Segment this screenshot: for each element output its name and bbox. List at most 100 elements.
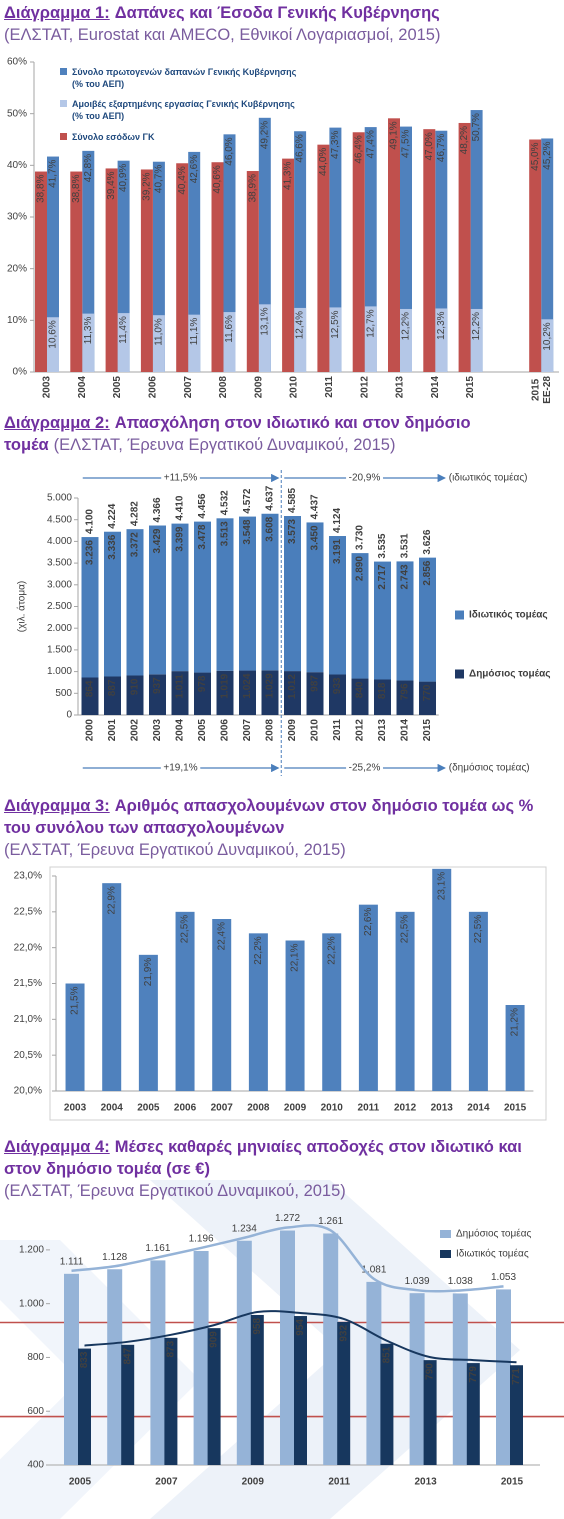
x-tick-label: 2011 bbox=[328, 1477, 350, 1488]
value-label: 790 bbox=[425, 1363, 436, 1380]
x-tick-label: 2006 bbox=[148, 376, 159, 399]
bar-segment bbox=[419, 557, 436, 682]
value-label: 47,0% bbox=[424, 132, 435, 160]
bar bbox=[211, 162, 224, 372]
value-label: 46,7% bbox=[436, 134, 447, 162]
value-label: 3.608 bbox=[265, 516, 276, 541]
x-tick-label: 2003 bbox=[64, 1103, 87, 1114]
bar-segment bbox=[284, 671, 301, 715]
x-tick-label: 2015 bbox=[465, 376, 476, 399]
bar bbox=[435, 308, 448, 372]
bar bbox=[358, 904, 378, 1091]
bar bbox=[102, 883, 122, 1091]
chart-label: Διάγραμμα 4: bbox=[4, 1138, 110, 1156]
bar-segment bbox=[396, 561, 414, 681]
value-label: 47,3% bbox=[330, 131, 341, 159]
value-label: 1.039 bbox=[405, 1276, 430, 1287]
x-tick-label: 2005 bbox=[69, 1477, 92, 1488]
x-tick-label: 2007 bbox=[183, 376, 194, 399]
y-tick-label: 10% bbox=[7, 315, 27, 326]
x-tick-label: 2004 bbox=[77, 376, 88, 399]
value-label: 40,7% bbox=[154, 165, 165, 193]
bar-segment bbox=[419, 681, 436, 715]
bar bbox=[496, 1289, 511, 1465]
bar bbox=[432, 868, 452, 1091]
bar bbox=[246, 171, 259, 372]
value-label: 796 bbox=[400, 683, 411, 700]
total-label: 4.637 bbox=[265, 485, 276, 510]
bar-segment bbox=[261, 670, 279, 715]
bar bbox=[282, 158, 295, 372]
value-label: 3.236 bbox=[85, 540, 96, 565]
x-tick-label: 2005 bbox=[197, 719, 208, 742]
bar-segment bbox=[374, 679, 391, 715]
bar bbox=[466, 1363, 480, 1465]
value-label: 12,2% bbox=[471, 312, 482, 340]
y-tick-label: 800 bbox=[27, 1352, 44, 1363]
annotation: (ιδιωτικός τομέας) bbox=[449, 472, 528, 484]
value-label: 46,4% bbox=[353, 135, 364, 163]
bar bbox=[138, 954, 158, 1091]
bar-segment bbox=[351, 553, 369, 679]
value-label: 1.111 bbox=[60, 1256, 84, 1267]
value-label: 833 bbox=[79, 1351, 90, 1368]
value-label: 779 bbox=[468, 1366, 479, 1383]
value-label: 873 bbox=[166, 1340, 177, 1357]
bar bbox=[452, 1293, 468, 1465]
bar bbox=[164, 1337, 178, 1465]
value-label: 38,8% bbox=[36, 174, 47, 202]
y-tick-label: 4.500 bbox=[47, 514, 72, 525]
chart: 400 600 800 1.000 1.200 2005 1.111 833 1.128 847 2… bbox=[0, 1213, 564, 1488]
y-tick-label: 21,0% bbox=[14, 1014, 42, 1025]
value-label: 12,2% bbox=[401, 312, 412, 340]
bar-segment bbox=[149, 525, 166, 675]
legend-item: Σύνολο εσόδων ΓΚ bbox=[60, 131, 300, 157]
y-tick-label: 0 bbox=[66, 710, 72, 721]
bar bbox=[400, 308, 412, 372]
annotation: +11,5% bbox=[164, 473, 198, 484]
value-label: 22,2% bbox=[326, 936, 337, 964]
legend-swatch bbox=[455, 610, 464, 620]
bar bbox=[322, 933, 342, 1091]
legend-label: Σύνολο εσόδων ΓΚ bbox=[72, 132, 155, 142]
legend-label: Ιδιωτικός τομέας bbox=[456, 1248, 529, 1260]
bar bbox=[176, 163, 189, 372]
y-tick-label: 40% bbox=[7, 160, 27, 171]
bar bbox=[294, 1316, 307, 1465]
trend-line bbox=[71, 1224, 504, 1293]
bar-segment bbox=[171, 671, 189, 715]
bar bbox=[223, 312, 236, 372]
total-label: 4.572 bbox=[242, 488, 253, 513]
value-label: 46,6% bbox=[295, 134, 306, 162]
value-label: 937 bbox=[152, 677, 163, 694]
value-label: 22,1% bbox=[290, 943, 301, 971]
bar bbox=[423, 1360, 437, 1465]
value-label: 12,4% bbox=[295, 311, 306, 339]
x-tick-label: 2003 bbox=[152, 719, 163, 742]
bar bbox=[117, 313, 130, 372]
x-tick-label: 2004 bbox=[101, 1103, 124, 1114]
y-tick-label: 60% bbox=[7, 57, 27, 68]
x-tick-label: 2013 bbox=[431, 1103, 454, 1114]
value-label: 1.161 bbox=[145, 1243, 170, 1254]
x-tick-label: 2010 bbox=[310, 719, 321, 742]
legend-swatch bbox=[455, 669, 464, 679]
trend-line bbox=[84, 1310, 517, 1364]
value-label: 22,9% bbox=[106, 886, 117, 914]
annotation: -25,2% bbox=[349, 763, 381, 774]
value-label: 40,6% bbox=[212, 165, 223, 193]
bar bbox=[188, 314, 201, 372]
bar bbox=[250, 1314, 264, 1465]
x-tick-label: 2010 bbox=[289, 376, 300, 399]
value-label: 2.890 bbox=[355, 556, 366, 581]
value-label: 22,2% bbox=[253, 936, 264, 964]
bar bbox=[505, 1005, 525, 1091]
bar bbox=[65, 983, 85, 1091]
x-tick-label: 2013 bbox=[377, 719, 388, 742]
value-label: 10,2% bbox=[542, 322, 553, 350]
bar bbox=[207, 1328, 221, 1465]
bar-segment bbox=[171, 523, 189, 672]
x-tick-label: 2012 bbox=[359, 376, 370, 399]
total-label: 3.535 bbox=[377, 533, 388, 558]
value-label: 47,5% bbox=[401, 129, 412, 157]
